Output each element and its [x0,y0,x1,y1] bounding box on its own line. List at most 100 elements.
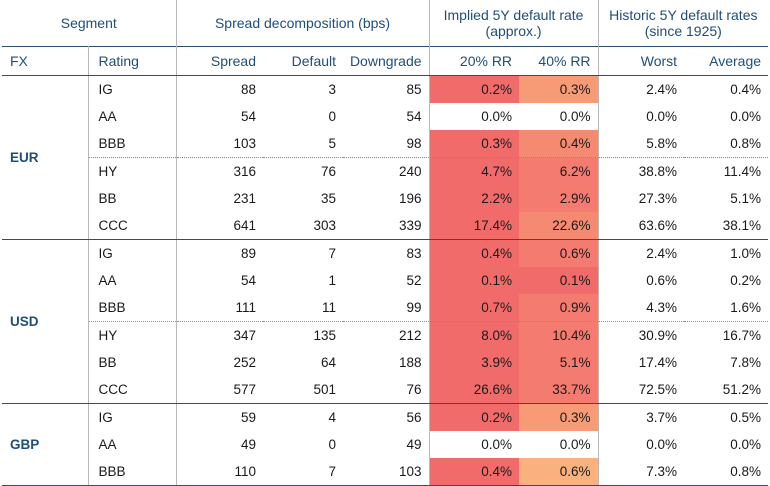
downgrade-cell: 339 [343,212,430,240]
rating-cell: BB [88,185,177,212]
spread-cell: 577 [176,376,264,404]
average-cell: 0.0% [730,437,762,452]
default-cell: 1 [328,273,337,288]
rating-cell: AA [88,431,177,458]
average-cell: 0.0% [730,109,762,124]
spread-cell: 54 [240,109,257,124]
average-cell: 5.1% [730,191,762,206]
downgrade-cell: 76 [343,376,430,404]
header-row-columns: FX Rating Spread Default Downgrade 20% R… [2,46,769,76]
table-row: CCC 641 303 339 17.4% 22.6% 63.6% 38.1% [2,212,769,240]
downgrade-cell: 83 [343,239,430,267]
rating-cell: IG [88,403,177,431]
rating-cell: HY [88,321,177,349]
historic-default-header: Historic 5Y default rates (since 1925) [609,7,758,39]
downgrade-cell: 212 [343,321,430,349]
spread-cell: 103 [176,130,264,158]
spread-cell: 252 [233,355,257,370]
worst-cell: 17.4% [638,355,678,370]
worst-cell: 72.5% [598,376,685,404]
average-cell: 0.4% [730,82,762,97]
worst-cell: 3.7% [646,410,678,425]
rating-column-header: Rating [88,46,177,76]
downgrade-cell: 54 [343,103,430,130]
worst-cell: 5.8% [598,130,685,158]
rr20-cell: 2.2% [429,185,520,212]
downgrade-cell: 98 [343,130,430,158]
implied-default-header: Implied 5Y default rate (approx.) [429,0,599,47]
rr40-cell: 0.4% [519,130,599,158]
rr40-cell: 0.6% [519,458,599,486]
worst-cell: 0.0% [646,109,678,124]
downgrade-cell: 99 [343,294,430,322]
worst-cell: 27.3% [638,191,678,206]
fx-cell: USD [2,239,89,404]
average-cell: 1.0% [730,246,762,261]
rr20-cell: 0.1% [429,267,520,294]
rating-cell: CCC [88,376,177,404]
rr40-cell: 0.9% [519,294,599,322]
downgrade-cell: 52 [343,267,430,294]
worst-cell: 7.3% [598,458,685,486]
rr40-cell: 0.3% [519,403,599,431]
default-cell: 7 [263,458,344,486]
downgrade-cell: 103 [343,458,430,486]
default-cell: 4 [328,410,337,425]
rr40-cell: 22.6% [519,212,599,240]
rating-cell: IG [88,75,177,103]
table-row: BB 252 64 188 3.9% 5.1% 17.4% 7.8% [2,349,768,376]
table-row: EUR IG 88 3 85 0.2% 0.3% 2.4% 0.4% [2,75,768,240]
table-row: USD IG 89 7 83 0.4% 0.6% 2.4% 1.0% [2,239,768,404]
downgrade-cell: 49 [343,431,430,458]
spread-cell: 316 [233,164,257,179]
rating-cell: HY [88,157,177,185]
spread-cell: 89 [240,246,257,261]
downgrade-column-header: Downgrade [343,46,430,76]
spread-cell: 111 [176,294,264,322]
fx-column-header: FX [2,46,89,76]
default-cell: 76 [320,164,337,179]
average-cell: 0.8% [684,458,769,486]
rating-cell: AA [88,103,177,130]
default-cell: 3 [328,82,337,97]
average-cell: 1.6% [684,294,769,322]
spread-cell: 88 [240,82,257,97]
worst-cell: 63.6% [598,212,685,240]
rr20-cell: 0.2% [429,75,520,103]
table-row: HY 347 135 212 8.0% 10.4% 30.9% 16.7% [2,321,768,349]
average-cell: 16.7% [722,328,762,343]
rating-cell: IG [88,239,177,267]
rr40-cell: 33.7% [519,376,599,404]
downgrade-cell: 188 [343,349,430,376]
header-row-groups: Segment Spread decomposition (bps) Impli… [2,0,768,47]
fx-cell: GBP [2,403,89,486]
rr40-cell: 5.1% [519,349,599,376]
table-row: GBP IG 59 4 56 0.2% 0.3% 3.7% 0.5% [2,403,768,486]
rating-cell: CCC [88,212,177,240]
downgrade-cell: 240 [343,157,430,185]
default-cell: 0 [328,109,337,124]
table-row: BB 231 35 196 2.2% 2.9% 27.3% 5.1% [2,185,768,212]
average-column-header: Average [684,46,769,76]
spread-cell: 59 [240,410,257,425]
downgrade-cell: 56 [343,403,430,431]
worst-cell: 2.4% [646,246,678,261]
spread-decomposition-header: Spread decomposition (bps) [176,0,430,47]
rr40-cell: 0.3% [519,75,599,103]
rating-cell: BBB [88,294,177,322]
table-row: CCC 577 501 76 26.6% 33.7% 72.5% 51.2% [2,376,769,404]
spread-cell: 54 [240,273,257,288]
worst-cell: 30.9% [638,328,678,343]
average-cell: 0.2% [730,273,762,288]
rr20-cell: 0.4% [429,239,520,267]
rr20-cell: 0.0% [429,103,520,130]
worst-cell: 2.4% [646,82,678,97]
rr40-cell: 0.1% [519,267,599,294]
default-cell: 5 [263,130,344,158]
average-cell: 0.5% [730,410,762,425]
rr20-cell: 0.7% [429,294,520,322]
spread-cell: 110 [176,458,264,486]
rr20-cell: 0.4% [429,458,520,486]
default-cell: 501 [263,376,344,404]
average-cell: 11.4% [723,164,762,179]
